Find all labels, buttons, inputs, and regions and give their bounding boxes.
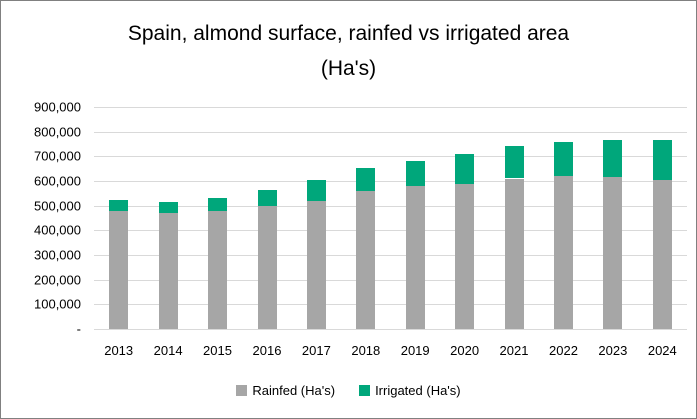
x-axis-label-2020: 2020 — [450, 343, 480, 358]
y-axis-tick-label: 700,000 — [34, 148, 81, 164]
x-axis-label-2023: 2023 — [598, 343, 628, 358]
x-axis-label-2013: 2013 — [104, 343, 134, 358]
y-axis-tick-label: - — [76, 321, 81, 337]
bar-rainfed-2018[interactable] — [356, 190, 376, 329]
y-axis-tick-label: 400,000 — [34, 222, 81, 238]
legend: Rainfed (Ha's) Irrigated (Ha's) — [1, 383, 696, 398]
bar-irrigated-2017[interactable] — [306, 179, 326, 201]
bar-irrigated-2024[interactable] — [652, 140, 672, 180]
legend-label-rainfed: Rainfed (Ha's) — [252, 383, 336, 398]
bar-irrigated-2019[interactable] — [405, 160, 425, 187]
x-axis-label-2022: 2022 — [549, 343, 578, 358]
bar-irrigated-2018[interactable] — [356, 168, 376, 191]
gridline — [94, 329, 687, 330]
bar-irrigated-2013[interactable] — [109, 199, 129, 212]
bar-irrigated-2023[interactable] — [603, 140, 623, 178]
chart-title-line1: Spain, almond surface, rainfed vs irriga… — [127, 22, 570, 45]
gridline — [94, 107, 687, 108]
x-axis-label-2015: 2015 — [203, 343, 232, 358]
gridline — [94, 304, 687, 306]
bar-rainfed-2015[interactable] — [208, 211, 227, 329]
bar-rainfed-2021[interactable] — [504, 178, 524, 329]
y-axis-tick-label: 300,000 — [34, 247, 81, 263]
gridline — [94, 255, 687, 256]
bar-rainfed-2023[interactable] — [603, 177, 623, 329]
x-axis-label-2014: 2014 — [153, 343, 183, 358]
x-axis-label-2024: 2024 — [647, 343, 677, 358]
y-axis-tick-label: 100,000 — [34, 296, 81, 312]
rainfed-swatch-icon — [236, 385, 248, 396]
bar-rainfed-2020[interactable] — [455, 183, 475, 329]
chart-title-line2: (Ha's) — [320, 57, 377, 80]
y-axis-tick-label: 500,000 — [34, 198, 81, 214]
y-axis-tick-label: 800,000 — [34, 124, 81, 140]
bar-rainfed-2022[interactable] — [554, 176, 573, 329]
bar-irrigated-2020[interactable] — [455, 153, 475, 184]
gridline — [94, 181, 687, 182]
bar-irrigated-2022[interactable] — [554, 141, 573, 176]
bar-irrigated-2014[interactable] — [158, 202, 178, 214]
bar-rainfed-2019[interactable] — [405, 186, 425, 329]
bar-rainfed-2016[interactable] — [257, 206, 277, 329]
irrigated-swatch-icon — [359, 385, 371, 396]
bar-rainfed-2013[interactable] — [109, 211, 129, 329]
legend-item-rainfed[interactable]: Rainfed (Ha's) — [236, 383, 335, 398]
y-axis-tick-label: 900,000 — [34, 99, 81, 115]
bar-irrigated-2016[interactable] — [257, 190, 277, 207]
y-axis-tick-label: 200,000 — [34, 272, 81, 288]
gridline — [94, 131, 687, 133]
gridline — [94, 156, 687, 158]
chart-title: Spain, almond surface, rainfed vs irriga… — [1, 16, 696, 86]
gridline — [94, 205, 687, 207]
bar-irrigated-2021[interactable] — [504, 145, 524, 179]
bar-rainfed-2017[interactable] — [306, 200, 326, 329]
gridline — [94, 230, 687, 232]
bar-rainfed-2014[interactable] — [158, 213, 178, 329]
legend-item-irrigated[interactable]: Irrigated (Ha's) — [359, 383, 461, 398]
x-axis-label-2018: 2018 — [351, 343, 381, 358]
bar-rainfed-2024[interactable] — [652, 179, 672, 329]
x-axis-label-2019: 2019 — [400, 343, 430, 358]
y-axis-tick-label: 600,000 — [34, 173, 81, 189]
x-axis-label-2021: 2021 — [499, 343, 529, 358]
x-axis-label-2017: 2017 — [301, 343, 331, 358]
bar-irrigated-2015[interactable] — [208, 197, 227, 212]
legend-label-irrigated: Irrigated (Ha's) — [375, 383, 461, 398]
gridline — [94, 279, 687, 281]
x-axis-label-2016: 2016 — [252, 343, 282, 358]
